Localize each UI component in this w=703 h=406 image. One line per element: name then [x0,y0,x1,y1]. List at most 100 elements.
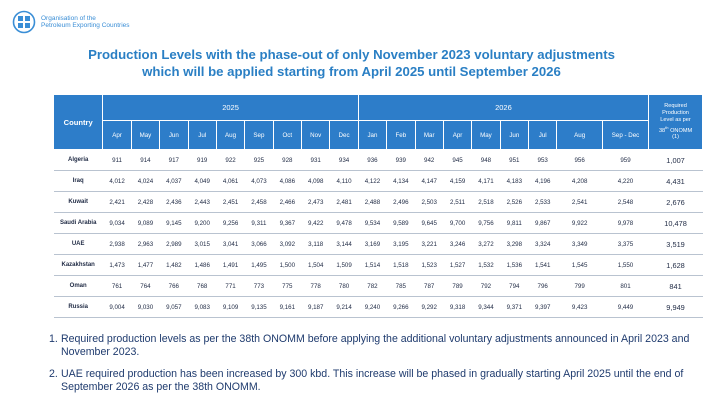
value-cell: 4,196 [528,170,557,192]
required-production-header: Required Production Level as per 38th ON… [648,94,703,150]
value-cell: 2,533 [528,191,557,213]
country-cell: UAE [53,233,103,255]
value-cell: 2,481 [329,191,359,213]
value-cell: 4,134 [386,170,415,192]
value-cell: 934 [329,149,359,171]
table-row: Kuwait 2,421 2,428 2,436 2,443 2,451 2,458 2,46… [53,191,703,213]
country-cell: Oman [53,275,103,297]
value-cell: 1,527 [443,254,472,276]
value-cell: 796 [528,275,557,297]
value-cell: 775 [273,275,302,297]
value-cell: 1,504 [301,254,330,276]
value-cell: 1,477 [131,254,160,276]
footnote-number: 2. [49,368,58,380]
value-cell: 4,147 [415,170,444,192]
value-cell: 3,169 [358,233,387,255]
country-cell: Kazakhstan [53,254,103,276]
value-cell: 1,482 [159,254,188,276]
value-cell: 2,548 [602,191,649,213]
footnotes: 1. Required production levels as per the… [49,333,699,394]
month-header: Oct [272,120,303,150]
value-cell: 1,523 [415,254,444,276]
table-row: UAE 2,938 2,963 2,989 3,015 3,041 3,066 3,092 3,… [53,233,703,255]
table-row: Algeria 911 914 917 919 922 925 928 931 934 936 939… [53,149,703,171]
value-cell: 801 [602,275,649,297]
value-cell: 953 [528,149,557,171]
required-level-cell: 1,628 [648,254,703,276]
value-cell: 2,488 [358,191,387,213]
value-cell: 9,004 [102,296,132,318]
required-level-cell: 3,519 [648,233,703,255]
value-cell: 956 [556,149,603,171]
value-cell: 925 [244,149,274,171]
value-cell: 9,266 [386,296,415,318]
country-cell: Kuwait [53,191,103,213]
value-cell: 9,145 [159,212,188,234]
value-cell: 782 [358,275,387,297]
month-header: Nov [300,120,331,150]
value-cell: 780 [329,275,359,297]
value-cell: 771 [216,275,245,297]
value-cell: 1,500 [273,254,302,276]
value-cell: 3,144 [329,233,359,255]
month-header: Jan [357,120,388,150]
value-cell: 9,589 [386,212,415,234]
value-cell: 9,478 [329,212,359,234]
value-cell: 3,375 [602,233,649,255]
footnote-1: 1. Required production levels as per the… [49,333,699,359]
value-cell: 2,496 [386,191,415,213]
country-cell: Russia [53,296,103,318]
value-cell: 2,511 [443,191,472,213]
required-level-cell: 841 [648,275,703,297]
value-cell: 3,272 [471,233,501,255]
month-header: Mar [414,120,444,150]
value-cell: 9,423 [556,296,603,318]
value-cell: 9,922 [556,212,603,234]
value-cell: 928 [273,149,302,171]
value-cell: 4,086 [273,170,302,192]
value-cell: 2,473 [301,191,330,213]
value-cell: 4,073 [244,170,274,192]
value-cell: 3,221 [415,233,444,255]
value-cell: 4,183 [500,170,529,192]
month-header: Jul [187,120,217,150]
value-cell: 2,436 [159,191,188,213]
value-cell: 1,509 [329,254,359,276]
value-cell: 3,324 [528,233,557,255]
month-header: Sep [244,120,274,150]
value-cell: 9,978 [602,212,649,234]
value-cell: 787 [415,275,444,297]
title-line1: Production Levels with the phase-out of … [88,47,615,62]
month-header: Dec [329,120,359,150]
org-name: Organisation of the Petroleum Exporting … [41,15,130,30]
country-cell: Algeria [53,149,103,171]
value-cell: 3,246 [443,233,472,255]
value-cell: 3,015 [188,233,217,255]
value-cell: 9,034 [102,212,132,234]
title-line2: which will be applied starting from Apri… [142,64,561,79]
value-cell: 914 [131,149,160,171]
value-cell: 9,214 [329,296,359,318]
value-cell: 2,451 [216,191,245,213]
footnote-number: 1. [49,333,58,345]
value-cell: 4,012 [102,170,132,192]
value-cell: 4,208 [556,170,603,192]
month-header: Jul [527,120,558,150]
value-cell: 9,311 [244,212,274,234]
value-cell: 3,118 [301,233,330,255]
table-body: Algeria 911 914 917 919 922 925 928 931 934 936 939… [53,149,703,318]
value-cell: 942 [415,149,444,171]
value-cell: 951 [500,149,529,171]
value-cell: 789 [443,275,472,297]
value-cell: 945 [443,149,472,171]
footnote-2: 2. UAE required production has been incr… [49,368,699,394]
value-cell: 2,541 [556,191,603,213]
value-cell: 761 [102,275,132,297]
value-cell: 764 [131,275,160,297]
value-cell: 766 [159,275,188,297]
required-level-cell: 2,676 [648,191,703,213]
value-cell: 794 [500,275,529,297]
value-cell: 4,061 [216,170,245,192]
value-cell: 9,449 [602,296,649,318]
production-table: Country 2025 2026 Required Production Le… [52,94,703,318]
